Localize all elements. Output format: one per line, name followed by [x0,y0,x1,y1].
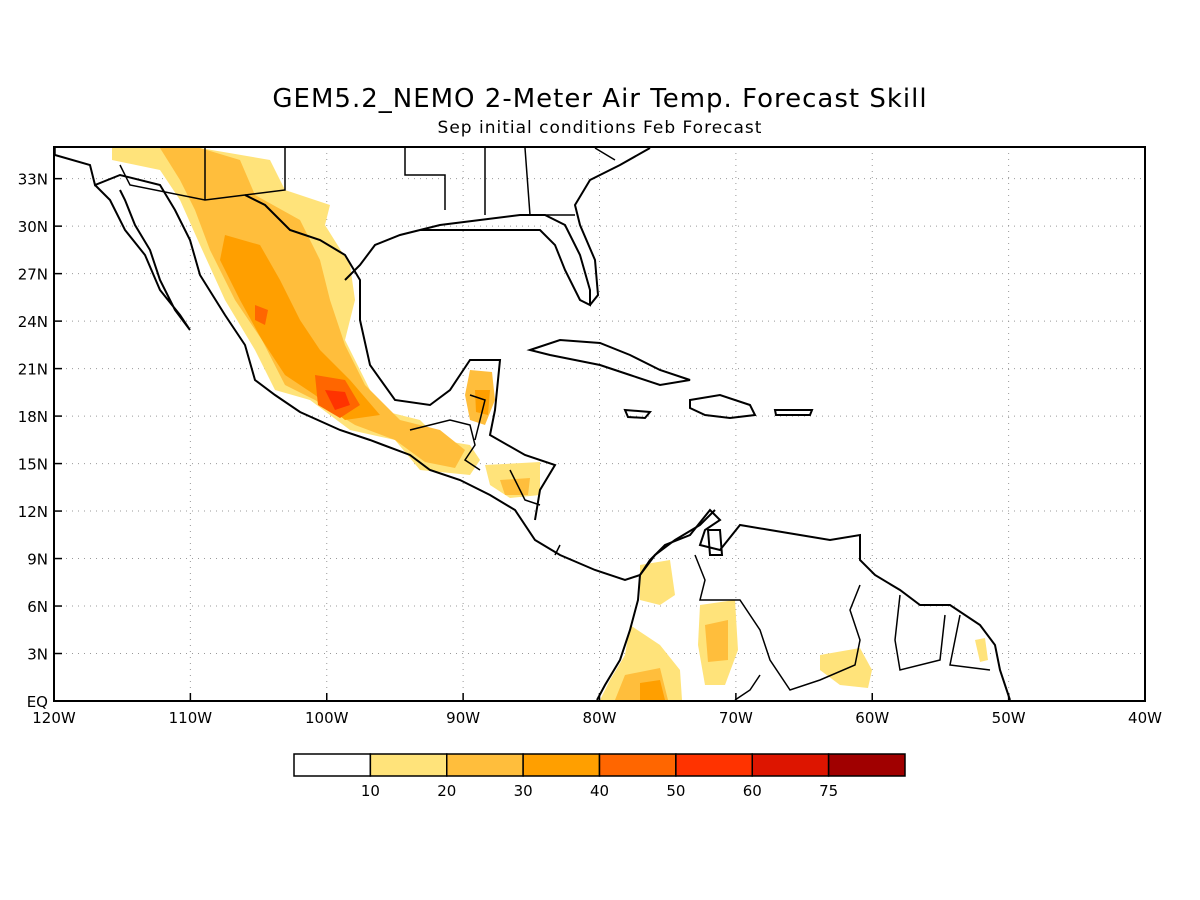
legend-label: 75 [819,782,838,800]
legend-swatch [293,753,372,777]
border-central-america [409,394,561,556]
legend-label: 30 [514,782,533,800]
y-tick-label: 6N [27,598,48,616]
legend-swatch [675,753,753,777]
skill-region-mexico-high [220,235,380,420]
coast-puerto-rico [773,409,814,416]
y-tick-label: 24N [18,313,48,331]
y-tick-label: 30N [18,218,48,236]
y-axis-ticks: EQ 3N 6N 9N 12N 15N 18N 21N 24N 27N 30N 33N [18,171,62,711]
legend-label: 50 [666,782,685,800]
legend-swatch [751,753,830,777]
legend-swatch [522,753,601,777]
skill-region-mexico-mid [160,148,465,468]
coast-cuba [526,338,691,387]
chart-subtitle: Sep initial conditions Feb Forecast [437,118,763,138]
x-tick-label: 40W [1128,709,1162,727]
y-tick-label: EQ [27,693,48,711]
legend-swatch [827,753,906,777]
y-tick-label: 33N [18,171,48,189]
skill-region-colombia-east-mid [705,620,728,662]
coast-lake-maracaibo [706,529,724,556]
coast-gulf [244,194,557,521]
y-tick-label: 12N [18,503,48,521]
x-tick-label: 110W [169,709,213,727]
political-borders [54,147,991,701]
y-tick-label: 27N [18,266,48,284]
skill-region-amapa [975,638,988,662]
x-tick-label: 80W [583,709,617,727]
y-tick-label: 9N [27,551,48,569]
x-tick-label: 50W [992,709,1026,727]
y-tick-label: 21N [18,361,48,379]
coast-north-america [54,154,716,582]
skill-region-yucatan-high [475,390,490,415]
x-tick-label: 120W [32,709,76,727]
legend-swatch [598,753,677,777]
coastlines [54,147,1011,701]
legend-swatch [446,753,524,777]
skill-shading [112,148,988,700]
skill-region-colombia-north [640,560,675,605]
skill-region-honduras-mid [500,478,530,495]
coast-florida-east [573,147,651,306]
legend-label: 40 [590,782,609,800]
x-tick-label: 90W [446,709,480,727]
x-tick-label: 100W [305,709,349,727]
skill-region-colombia-west-high [640,680,665,700]
skill-region-mexico-max [325,390,350,410]
skill-region-guiana [820,648,872,688]
x-tick-label: 70W [719,709,753,727]
x-tick-label: 60W [855,709,889,727]
coast-jamaica [623,408,653,420]
chart-title: GEM5.2_NEMO 2-Meter Air Temp. Forecast S… [272,84,928,114]
coast-gulf-north [344,214,591,307]
legend-label: 10 [361,782,380,800]
legend-swatch [369,753,448,777]
border-south-america [694,554,991,701]
x-axis-ticks: 120W 110W 100W 90W 80W 70W 60W 50W 40W [32,693,1162,727]
skill-region-mexico-spot [255,305,268,325]
legend-label: 20 [437,782,456,800]
coast-baja [94,184,191,331]
y-tick-label: 18N [18,408,48,426]
border-us-states [404,147,616,216]
y-tick-label: 3N [27,646,48,664]
coast-hispaniola [689,393,757,420]
y-tick-label: 15N [18,456,48,474]
legend-label: 60 [743,782,762,800]
coast-sa-west [596,574,641,701]
coast-south-america [639,508,1011,701]
color-legend: 10 20 30 40 50 60 75 [293,753,906,800]
